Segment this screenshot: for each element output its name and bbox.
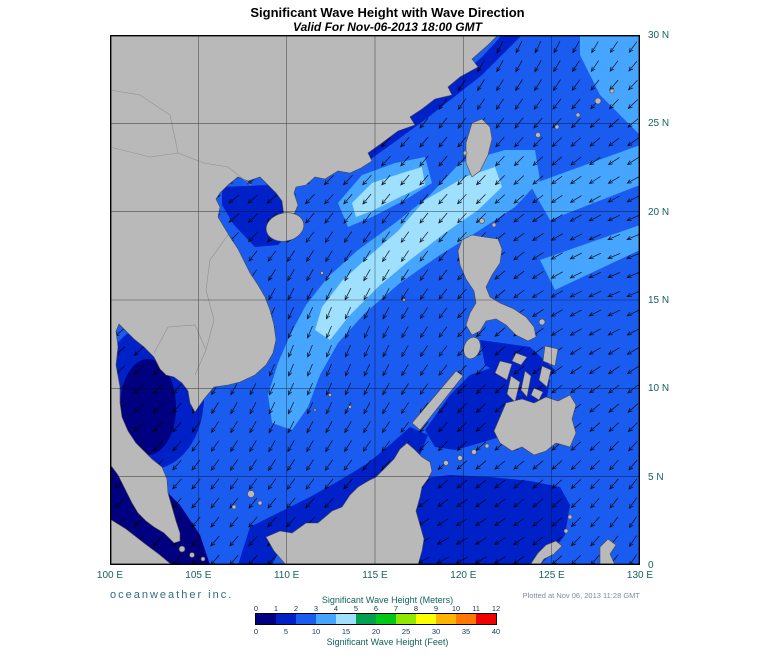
legend-meters-tick: 6 (373, 604, 379, 613)
lat-tick-label: 25 N (648, 118, 670, 130)
bohol-island (530, 387, 544, 401)
legend-feet-tick: 30 (431, 627, 441, 636)
legend-feet-tick: 40 (491, 627, 501, 636)
plotted-timestamp: Plotted at Nov 06, 2013 11:28 GMT (522, 591, 640, 600)
legend-feet-tick: 25 (401, 627, 411, 636)
lat-tick-label: 15 N (648, 294, 670, 306)
legend-color-segment (396, 614, 416, 624)
legend-meters-tick: 2 (293, 604, 299, 613)
lon-tick-label: 105 E (185, 570, 212, 581)
legend-color-segment (336, 614, 356, 624)
page-title: Significant Wave Height with Wave Direct… (250, 5, 525, 20)
halmahera-island (599, 538, 617, 565)
legend-meters-tick: 3 (313, 604, 319, 613)
legend-feet-tick: 15 (341, 627, 351, 636)
legend-feet-tick: 5 (283, 627, 289, 636)
legend-color-segment (456, 614, 476, 624)
legend-feet-tick: 0 (253, 627, 259, 636)
legend-colorbar (255, 613, 497, 625)
sulawesi-tip (529, 540, 563, 565)
lat-tick-label: 20 N (648, 206, 670, 218)
legend-meters-tick: 7 (393, 604, 399, 613)
legend-meters-label: Significant Wave Height (Meters) (321, 595, 454, 605)
legend-feet-label: Significant Wave Height (Feet) (326, 637, 449, 647)
mindanao-island (493, 394, 577, 456)
lat-tick-label: 10 N (648, 383, 670, 395)
country-borders (110, 89, 252, 376)
lon-tick-label: 130 E (626, 570, 654, 581)
lon-tick-label: 125 E (538, 570, 565, 581)
legend-meters-tick: 8 (413, 604, 419, 613)
land-masses (110, 35, 617, 565)
legend-meters-tick: 4 (333, 604, 339, 613)
legend-color-segment (296, 614, 316, 624)
borneo-island (265, 442, 433, 565)
legend-meters-tick: 5 (353, 604, 359, 613)
legend-color-segment (356, 614, 376, 624)
legend-feet-tick: 10 (311, 627, 321, 636)
mindoro-island (463, 336, 481, 360)
wave-height-map (110, 35, 640, 565)
legend-color-segment (476, 614, 496, 624)
legend-color-segment (276, 614, 296, 624)
lat-tick-label: 30 N (648, 30, 670, 41)
leyte-island (538, 365, 552, 388)
lon-tick-label: 100 E (96, 570, 124, 581)
legend-meters-tick: 0 (253, 604, 259, 613)
lon-tick-label: 115 E (362, 570, 388, 581)
legend-meters-tick: 1 (273, 604, 279, 613)
legend-meters-tick: 12 (491, 604, 501, 613)
lat-tick-label: 5 N (648, 471, 664, 483)
legend-meters-tick: 10 (451, 604, 461, 613)
lat-tick-label: 0 (648, 559, 654, 571)
legend-color-segment (436, 614, 456, 624)
samar-island (542, 345, 559, 367)
legend-color-segment (416, 614, 436, 624)
hainan-island (265, 212, 305, 242)
legend-meters-tick: 11 (472, 604, 480, 613)
lon-tick-label: 120 E (450, 570, 477, 581)
lon-tick-label: 110 E (273, 570, 300, 581)
luzon-island (457, 234, 537, 342)
legend-color-segment (376, 614, 396, 624)
mainland-asia (110, 35, 499, 544)
map-frame (110, 35, 640, 565)
legend-color-segment (316, 614, 336, 624)
legend-color-segment (256, 614, 276, 624)
masbate-island (511, 352, 528, 366)
legend-feet-tick: 35 (461, 627, 471, 636)
legend-feet-tick: 20 (371, 627, 381, 636)
legend-meters-tick: 9 (433, 604, 439, 613)
sumatra-island (110, 518, 173, 565)
oceanweather-branding: oceanweather inc. (110, 589, 234, 601)
cebu-island (520, 370, 532, 398)
panay-island (494, 360, 513, 381)
grid-lines (110, 35, 640, 565)
valid-time-subtitle: Valid For Nov-06-2013 18:00 GMT (293, 20, 482, 34)
